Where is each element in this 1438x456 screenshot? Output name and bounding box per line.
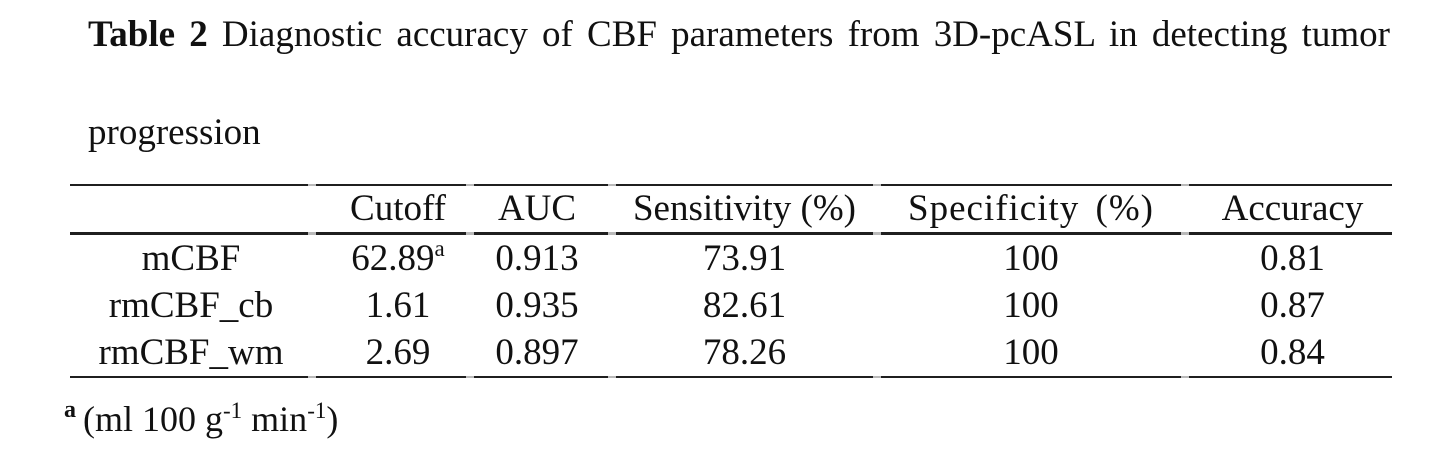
cell-param: rmCBF_cb [108,285,274,326]
footnote-text-3: ) [326,399,339,439]
cutoff-value: 62.89 [351,238,435,279]
cell-sensitivity: 78.26 [702,332,787,373]
cell-cutoff: 2.69 [365,332,431,373]
column-boundary-tick [466,184,474,186]
column-boundary-tick [873,184,881,186]
table-caption-line-2: progression [88,112,261,153]
cell-auc: 0.897 [495,332,579,373]
column-boundary-tick [308,376,316,378]
table-header-row: Cutoff AUC Sensitivity (%) Specificity (… [70,186,1392,232]
column-boundary-tick [873,376,881,378]
cell-auc: 0.913 [495,238,579,279]
column-boundary-tick [608,232,616,235]
footnote-exponent-2: -1 [307,398,327,423]
cell-specificity: 100 [1003,285,1059,326]
column-boundary-tick [873,232,881,235]
cell-accuracy: 0.81 [1260,238,1325,279]
table-caption-text: Diagnostic accuracy of CBF parameters fr… [207,14,1391,55]
table-header-rule [70,232,1392,235]
column-boundary-tick [308,232,316,235]
cell-accuracy: 0.87 [1260,285,1325,326]
cell-sensitivity: 82.61 [702,285,787,326]
cell-accuracy: 0.84 [1260,332,1325,373]
table-row-mcbf: mCBF 62.89a 0.913 73.91 100 0.81 [70,235,1392,282]
column-boundary-tick [466,376,474,378]
column-boundary-tick [308,184,316,186]
table-caption-line-1: Table 2 Diagnostic accuracy of CBF param… [88,12,1390,58]
column-boundary-tick [1181,232,1189,235]
cell-specificity: 100 [1003,238,1059,279]
footnote-marker-ref: a [434,236,445,261]
column-boundary-tick [466,232,474,235]
table-bottom-rule [70,376,1392,378]
cell-auc: 0.935 [495,285,579,326]
cell-param: rmCBF_wm [98,332,284,373]
header-accuracy: Accuracy [1221,188,1364,229]
cell-cutoff: 62.89a [319,235,477,282]
footnote-text-2: min [242,399,308,439]
table-row-rmcbf-cb: rmCBF_cb 1.61 0.935 82.61 100 0.87 [70,282,1392,329]
results-table: Cutoff AUC Sensitivity (%) Specificity (… [70,184,1392,378]
column-boundary-tick [1181,376,1189,378]
cell-specificity: 100 [1003,332,1059,373]
cell-sensitivity: 73.91 [702,238,787,279]
footnote-text-1: (ml 100 g [83,399,223,439]
cell-cutoff: 1.61 [365,285,431,326]
header-auc: AUC [497,188,577,229]
column-boundary-tick [608,376,616,378]
header-sensitivity: Sensitivity (%) [632,188,856,229]
table-number-label: Table 2 [88,14,208,55]
header-empty [70,186,312,232]
cell-param: mCBF [141,238,241,279]
footnote-exponent-1: -1 [223,398,243,423]
column-boundary-tick [608,184,616,186]
table-row-rmcbf-wm: rmCBF_wm 2.69 0.897 78.26 100 0.84 [70,329,1392,376]
header-cutoff: Cutoff [350,188,446,229]
column-boundary-tick [1181,184,1189,186]
table-footnote: a (ml 100 g-1 min-1) [64,396,338,442]
footnote-marker: a [64,397,76,423]
header-specificity: Specificity (%) [908,188,1154,229]
table-top-rule [70,184,1392,186]
